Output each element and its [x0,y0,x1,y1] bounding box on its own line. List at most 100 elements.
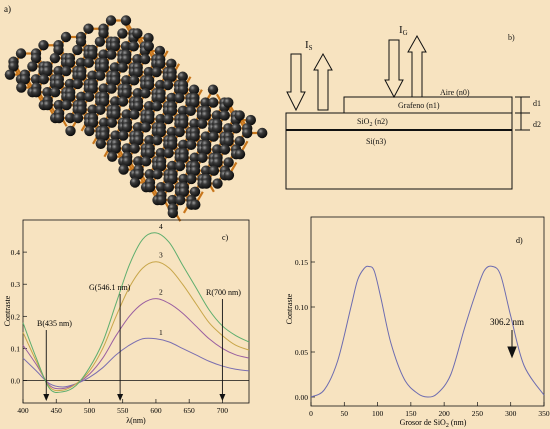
x-tick-label: 50 [341,409,349,418]
carbon-atom [8,61,19,72]
carbon-atom [98,49,109,60]
carbon-atom [132,54,143,65]
carbon-atom [211,110,223,121]
panel-c-ylabel: Contraste [3,295,12,326]
carbon-atom [107,151,118,162]
panel-c-label: c) [222,233,229,242]
carbon-atom [109,41,121,52]
carbon-atom [60,31,72,43]
carbon-atom [185,139,197,151]
beam-g-label: IG [399,24,408,37]
carbon-atom [186,173,197,185]
incident-beam-arrow-g [384,39,404,99]
x-tick-label: 400 [17,406,29,415]
carbon-atom [201,178,212,189]
carbon-atom [245,114,256,126]
carbon-atom [151,66,162,78]
panel-b-text: IS IG Aire (n0) Grafeno (n1) SiO2 (n2) S… [305,24,541,146]
carbon-atom [144,181,156,193]
carbon-atom [207,84,219,95]
carbon-atom [110,75,121,86]
carbon-atom [49,52,61,64]
carbon-atom [31,87,42,98]
carbon-atom [155,147,166,159]
carbon-atom [95,138,107,149]
carbon-atom [163,113,174,125]
reflected-beam-arrow-s [313,52,333,111]
panel-b [285,34,530,190]
carbon-atom [234,110,245,121]
carbon-atom [162,79,174,91]
carbon-atom [155,79,166,91]
carbon-atom [200,144,212,155]
series-line-3 [22,261,250,392]
y-tick-label: 0.05 [295,348,308,357]
carbon-atom [132,122,144,133]
carbon-atom [106,117,118,128]
carbon-atom [197,152,208,163]
carbon-atom [144,113,155,125]
incident-beam-arrow-s [286,53,306,112]
carbon-atom [132,100,144,112]
layer-graphene-label: Grafeno (n1) [398,101,440,110]
panel-d: 0 50 100 150 200 250 300 350 0.00 0.05 0.10 0.15 Gr… [285,216,550,429]
series-line-2 [22,298,250,390]
carbon-atom [140,54,151,65]
carbon-atom [72,112,84,124]
carbon-atom [117,62,128,73]
series-line-4 [22,232,250,393]
carbon-atom [38,74,49,85]
layer-si-label: Si(n3) [366,137,386,146]
carbon-atom [76,91,87,103]
carbon-atom [128,41,139,52]
carbon-atom [166,71,177,82]
thickness-d2-label: d2 [533,120,541,129]
carbon-atom [223,170,235,181]
carbon-atom [178,152,189,163]
x-tick-label: 450 [51,406,63,415]
carbon-atom [16,82,27,93]
carbon-atom [98,28,109,39]
carbon-atom [133,156,144,167]
series-label-1: 1 [159,328,163,337]
series-line-1 [22,337,250,388]
carbon-atom [76,70,87,81]
carbon-atom [167,207,178,219]
carbon-atom [189,131,200,142]
carbon-atom [65,125,76,137]
x-tick-label: 300 [505,409,517,418]
carbon-atom [98,117,110,128]
carbon-atom [42,87,53,98]
y-tick-label: 0.4 [11,248,21,257]
carbon-atom [154,45,166,57]
carbon-atom [30,52,42,64]
y-tick-label: 0.1 [11,344,21,353]
carbon-atom [129,177,141,188]
y-tick-label: 0.3 [11,280,21,289]
carbon-atom [156,194,167,206]
y-tick-label: 0.00 [295,393,308,402]
panel-c-axis-ticks: 400 450 500 550 600 650 700 0.0 0.1 0.2 0.3 0.4 [11,248,229,415]
panel-a: a) [4,4,268,222]
x-tick-label: 100 [372,409,384,418]
carbon-atom [99,130,110,141]
carbon-atom [87,70,98,81]
carbon-atom [53,78,64,90]
carbon-atom [155,58,166,70]
carbon-atom [132,66,143,78]
y-tick-label: 0.2 [11,312,21,321]
carbon-atom [166,126,178,138]
carbon-atom [110,130,121,141]
carbon-atom [140,156,152,167]
panel-c-curve-labels: 1 2 3 4 [159,222,163,337]
carbon-atom [4,69,16,80]
layer-sio2-label: SiO2 (n2) [357,117,388,128]
carbon-atom [117,96,129,107]
panel-c-frame [22,219,250,404]
carbon-atom [75,36,87,47]
carbon-atom [118,164,129,175]
carbon-atom [167,173,178,185]
carbon-atom [219,110,230,121]
carbon-atom [200,131,211,142]
carbon-atom [223,97,234,108]
